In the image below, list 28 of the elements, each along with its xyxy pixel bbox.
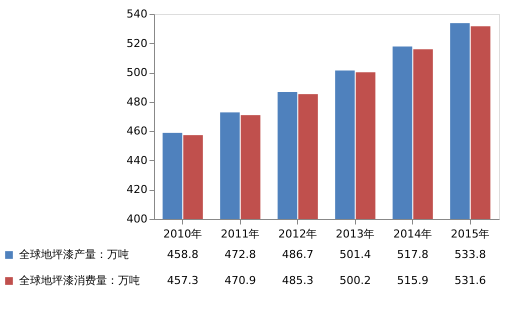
data-label: 470.9	[224, 274, 256, 287]
y-tick-label: 460	[126, 124, 148, 138]
data-label: 485.3	[282, 274, 314, 287]
x-tick-label: 2014年	[393, 228, 432, 240]
x-tick-label: 2013年	[336, 228, 375, 240]
data-label: 533.8	[454, 248, 486, 261]
y-tick-label: 540	[126, 8, 148, 20]
legend-label: 全球地坪漆消费量：万吨	[19, 274, 140, 287]
data-label: 486.7	[282, 248, 314, 261]
y-tick-label: 520	[126, 36, 148, 50]
x-tick-label: 2012年	[278, 228, 318, 240]
data-label: 472.8	[224, 248, 256, 261]
y-tick-label: 500	[126, 66, 148, 80]
data-label: 517.8	[397, 248, 428, 261]
y-tick-label: 480	[126, 95, 148, 108]
data-label: 531.6	[454, 274, 486, 287]
data-label: 515.9	[397, 274, 428, 287]
data-label: 500.2	[340, 274, 371, 287]
data-label: 457.3	[167, 274, 198, 287]
x-tick-label: 2015年	[450, 228, 490, 240]
y-tick-label: 440	[126, 154, 148, 167]
y-tick-label: 400	[126, 212, 148, 226]
x-tick-label: 2011年	[220, 228, 260, 240]
y-tick-label: 420	[126, 183, 148, 196]
data-label: 458.8	[167, 248, 198, 261]
data-label: 501.4	[340, 248, 371, 261]
legend-label: 全球地坪漆产量：万吨	[19, 248, 129, 261]
x-tick-label: 2010年	[163, 228, 202, 240]
